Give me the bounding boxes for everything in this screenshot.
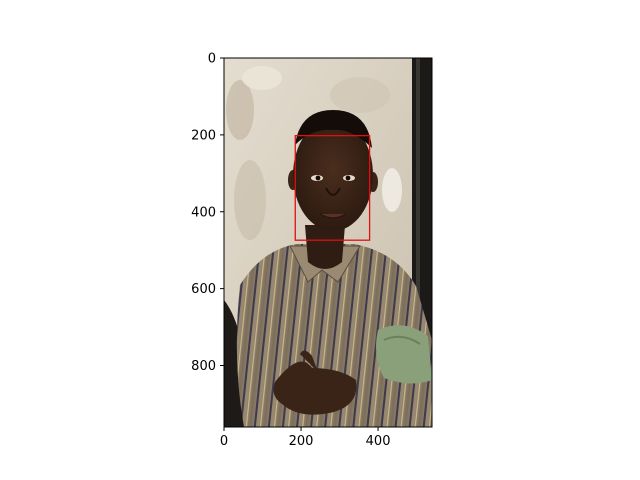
y-tick-label: 400 [191, 205, 216, 220]
y-axis: 0 200 400 600 800 [191, 52, 224, 374]
x-tick-label: 400 [366, 434, 391, 449]
y-tick-label: 200 [191, 128, 216, 143]
axes-frame [223, 57, 433, 428]
face-bounding-box [294, 134, 371, 241]
annotations-layer [294, 134, 371, 241]
y-tick-label: 800 [191, 359, 216, 374]
x-tick-label: 0 [220, 434, 228, 449]
x-axis: 0 200 400 [220, 427, 391, 449]
y-tick-label: 600 [191, 282, 216, 297]
photo-image [224, 58, 432, 427]
x-tick-label: 200 [289, 434, 314, 449]
y-tick-label: 0 [208, 52, 216, 67]
